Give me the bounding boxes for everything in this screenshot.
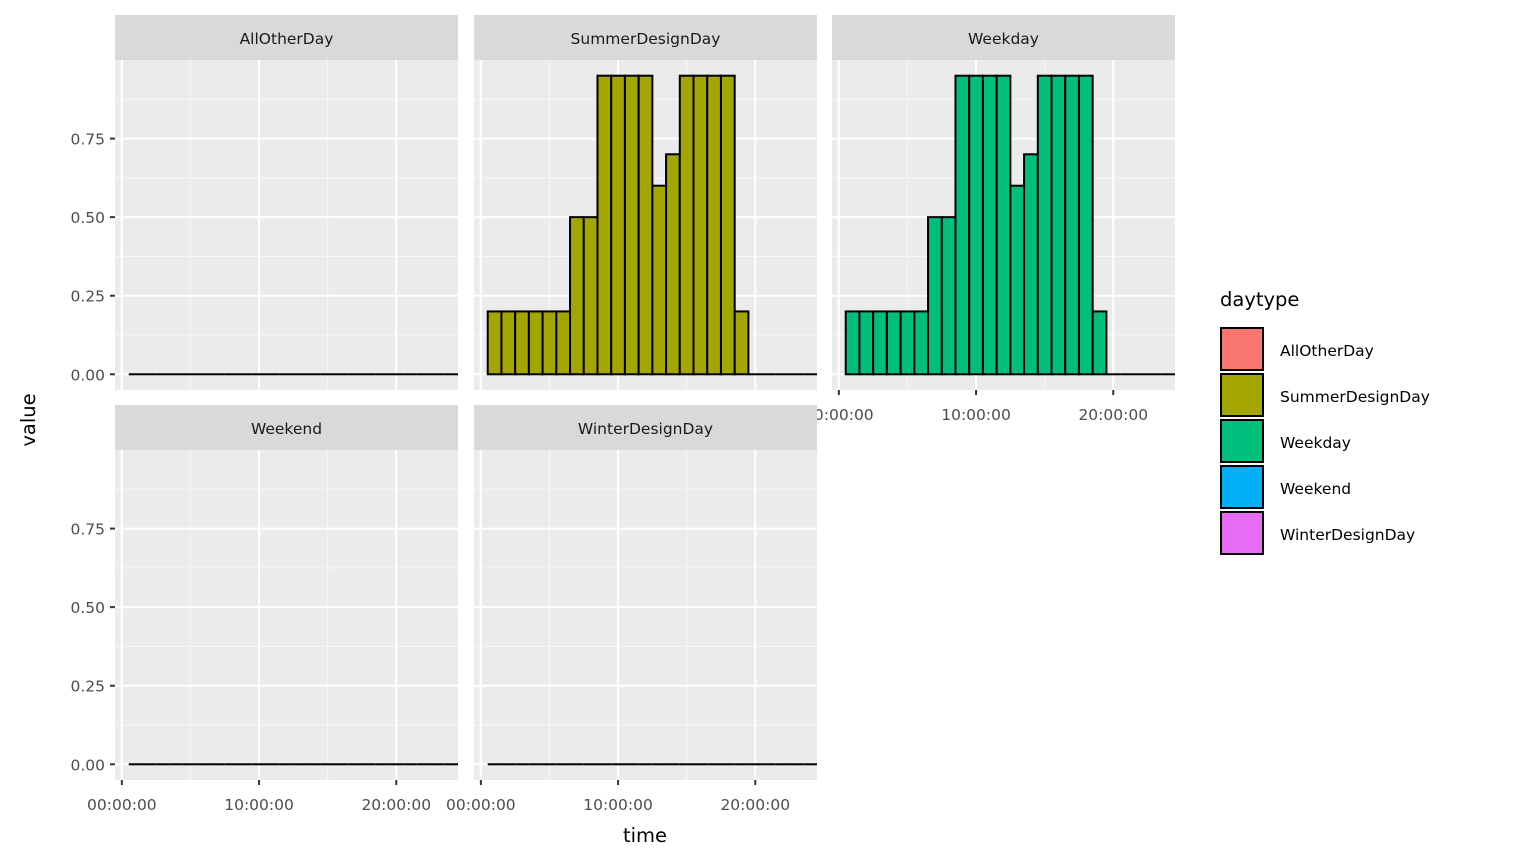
legend-key-AllOtherDay [1220, 327, 1264, 371]
bar [719, 74, 736, 376]
y-axis-title: value [17, 393, 40, 446]
bar [968, 74, 984, 376]
bar [885, 310, 902, 376]
bar [733, 310, 750, 376]
bar [899, 310, 916, 376]
y-tick-label: 0.25 [70, 678, 105, 696]
bar [637, 74, 654, 376]
x-tick-label: 10:00:00 [224, 796, 294, 814]
facet-panel-SummerDesignDay: SummerDesignDay [474, 15, 817, 390]
x-tick-label: 20:00:00 [720, 796, 790, 814]
bar [1050, 74, 1067, 376]
bar [623, 74, 640, 376]
facet-panel-AllOtherDay: AllOtherDay 0.00 0.25 0.50 0.75 [70, 15, 458, 390]
bar [706, 74, 722, 376]
bar [582, 216, 599, 376]
bar [1091, 310, 1108, 376]
y-tick-label: 0.25 [70, 288, 105, 306]
bar [1036, 74, 1053, 376]
x-tick-label: 00:00:00 [87, 796, 157, 814]
facet-strip [474, 15, 817, 60]
facet-strip [115, 405, 458, 450]
facet-panel-WinterDesignDay: WinterDesignDay 00:00:00 10:00:00 20:00:00 [446, 405, 817, 814]
facet-strip [832, 15, 1175, 60]
bar [678, 74, 695, 376]
y-tick-label: 0.75 [70, 521, 105, 539]
bar [665, 153, 681, 376]
panel-background [115, 450, 458, 780]
bar [541, 310, 558, 376]
facet-strip-label: Weekend [251, 420, 322, 438]
bar [927, 216, 943, 376]
legend-key-Weekday [1220, 419, 1264, 463]
facet-strip-label: Weekday [968, 30, 1039, 48]
legend-label-SummerDesignDay: SummerDesignDay [1280, 388, 1430, 406]
bar [858, 310, 875, 376]
legend-key-WinterDesignDay [1220, 511, 1264, 555]
legend-label-Weekday: Weekday [1280, 434, 1351, 452]
legend-key-SummerDesignDay [1220, 373, 1264, 417]
y-tick-label: 0.00 [70, 756, 105, 774]
bar [596, 74, 613, 376]
y-tick-label: 0.50 [70, 599, 105, 617]
bar [995, 74, 1012, 376]
facet-strip-label: SummerDesignDay [571, 30, 721, 48]
legend: daytype AllOtherDay SummerDesignDay Weekda… [1220, 288, 1430, 555]
panels-layer: AllOtherDay 0.00 0.25 0.50 0.75 SummerDesignD… [70, 15, 1175, 814]
bar [913, 310, 930, 376]
bar [569, 216, 585, 376]
bar [555, 310, 572, 376]
bar [692, 74, 709, 376]
y-tick-label: 0.50 [70, 209, 105, 227]
panel-background [115, 60, 458, 390]
bar [954, 74, 971, 376]
x-tick-label: 10:00:00 [941, 406, 1011, 424]
bar [610, 74, 626, 376]
bar [500, 310, 517, 376]
bar [1077, 74, 1094, 376]
facet-panel-Weekday: Weekday 00:00:00 10:00:00 20:00:00 [804, 15, 1175, 424]
x-tick-label: 00:00:00 [804, 406, 874, 424]
x-tick-label: 20:00:00 [1078, 406, 1148, 424]
legend-title: daytype [1220, 288, 1299, 311]
panel-background [474, 450, 817, 780]
y-tick-label: 0.00 [70, 366, 105, 384]
facet-strip-label: WinterDesignDay [578, 420, 713, 438]
x-tick-label: 00:00:00 [446, 796, 516, 814]
x-tick-label: 10:00:00 [583, 796, 653, 814]
x-axis-title: time [623, 824, 667, 847]
bar [514, 310, 530, 376]
bar [981, 74, 998, 376]
bar [651, 184, 668, 376]
bar [1023, 153, 1039, 376]
legend-label-Weekend: Weekend [1280, 480, 1351, 498]
x-tick-label: 20:00:00 [361, 796, 431, 814]
legend-label-WinterDesignDay: WinterDesignDay [1280, 526, 1415, 544]
bar [844, 310, 861, 376]
facet-strip [115, 15, 458, 60]
bar [486, 310, 503, 376]
bar [1064, 74, 1080, 376]
facet-panel-Weekend: Weekend 0.00 0.25 0.50 0.75 00:00:00 10:00:00 2… [70, 405, 458, 814]
bar [940, 216, 957, 376]
legend-label-AllOtherDay: AllOtherDay [1280, 342, 1374, 360]
bar [1009, 184, 1026, 376]
facet-strip [474, 405, 817, 450]
facet-strip-label: AllOtherDay [240, 30, 334, 48]
legend-key-Weekend [1220, 465, 1264, 509]
bar [872, 310, 888, 376]
y-tick-label: 0.75 [70, 131, 105, 149]
bar [527, 310, 544, 376]
